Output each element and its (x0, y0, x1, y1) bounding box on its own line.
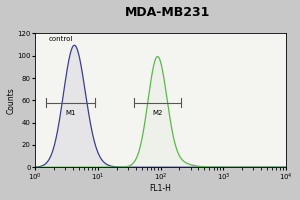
Text: MDA-MB231: MDA-MB231 (125, 6, 211, 19)
Text: control: control (49, 36, 73, 42)
Text: M2: M2 (152, 110, 163, 116)
X-axis label: FL1-H: FL1-H (150, 184, 172, 193)
Text: M1: M1 (65, 110, 76, 116)
Y-axis label: Counts: Counts (7, 87, 16, 114)
